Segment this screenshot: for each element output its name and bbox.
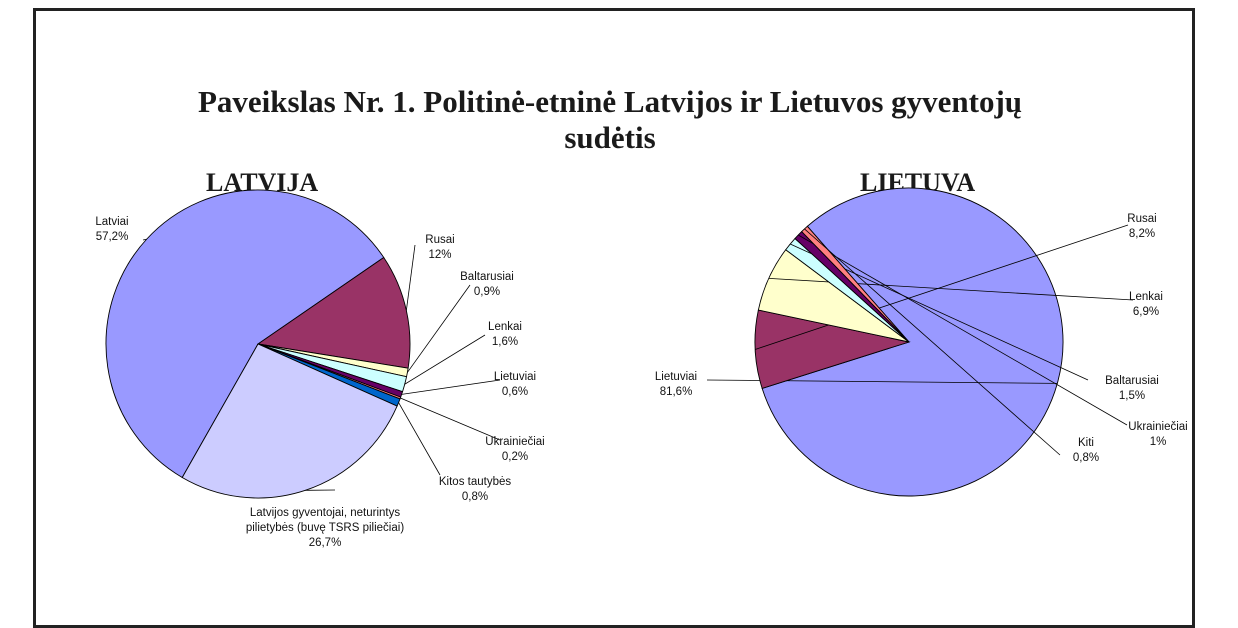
lietuva-label-ukrainieciai: Ukrainiečiai1%: [1128, 421, 1187, 448]
lietuva-label-lenkai: Lenkai6,9%: [1129, 291, 1163, 318]
lietuva-pie-chart: Lietuviai81,6% Rusai8,2% Lenkai6,9% Baltaru…: [0, 0, 1238, 599]
lietuva-label-baltarusiai: Baltarusiai1,5%: [1105, 375, 1159, 402]
lietuva-label-rusai: Rusai8,2%: [1127, 213, 1156, 240]
lietuva-label-kiti: Kiti0,8%: [1073, 437, 1099, 464]
lietuva-label-lietuviai: Lietuviai81,6%: [655, 371, 697, 398]
